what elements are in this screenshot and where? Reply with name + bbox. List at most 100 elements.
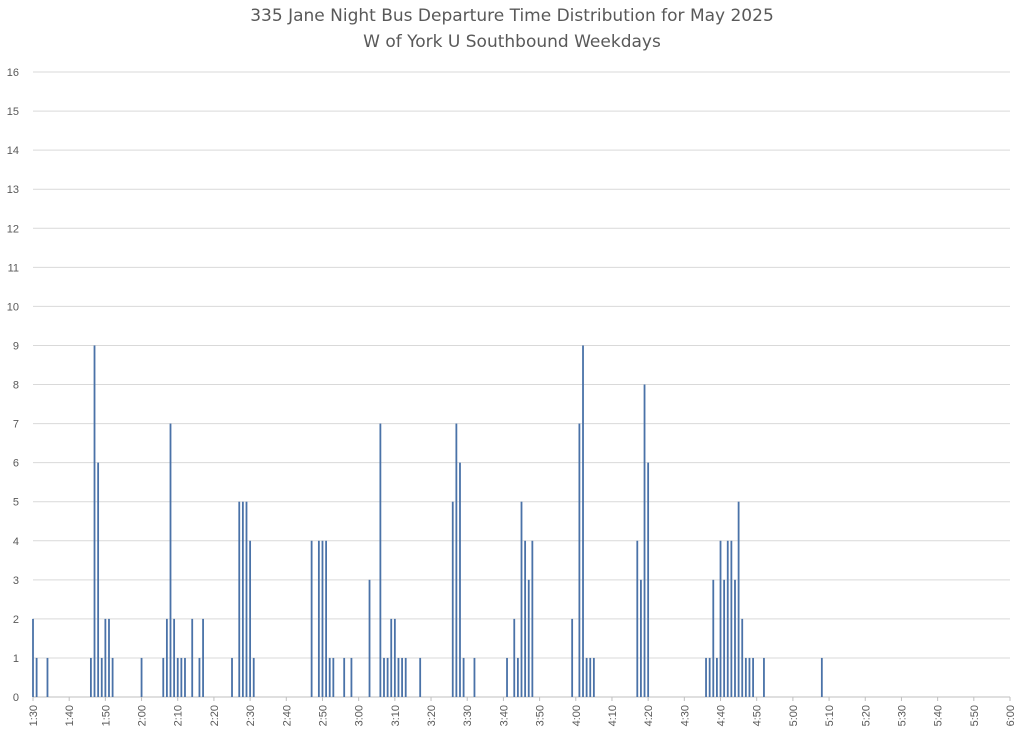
gridlines: [32, 71, 1011, 701]
x-tick-label: 1:30: [28, 705, 40, 726]
bar: [191, 618, 194, 697]
bar: [173, 618, 176, 697]
bar: [104, 618, 107, 697]
bar: [180, 657, 183, 697]
bar: [176, 657, 179, 697]
y-tick-label: 2: [13, 614, 19, 626]
bar: [506, 657, 508, 697]
y-tick-label: 12: [7, 223, 19, 235]
bar: [640, 579, 642, 697]
x-tick-label: 4:20: [643, 705, 655, 726]
x-tick-label: 5:30: [896, 705, 908, 726]
chart-subtitle: W of York U Southbound Weekdays: [363, 32, 661, 52]
bar: [343, 657, 346, 697]
y-tick-label: 15: [7, 106, 19, 118]
x-tick-label: 2:00: [137, 705, 149, 726]
x-tick-label: 6:00: [1005, 705, 1017, 726]
x-tick-label: 5:50: [969, 705, 981, 726]
bar: [730, 540, 733, 697]
bar: [401, 657, 403, 697]
bar: [520, 501, 523, 697]
bar: [46, 657, 49, 697]
bar: [100, 657, 103, 697]
bar: [737, 501, 740, 697]
bar: [455, 423, 458, 697]
bar: [524, 540, 527, 697]
bar: [249, 540, 252, 697]
x-tick-label: 5:40: [933, 705, 945, 726]
x-tick-label: 3:10: [390, 705, 402, 726]
bar: [162, 657, 165, 697]
bar: [108, 618, 110, 697]
bars: [32, 345, 823, 697]
x-tick-labels: 1:30 1:40 1:50 2:00 2:10 2:20 2:30 2:40 2:50 3:00…: [28, 705, 1017, 726]
y-tick-label: 7: [13, 419, 19, 431]
x-tick-label: 5:10: [824, 705, 836, 726]
bar: [379, 423, 382, 697]
bar: [393, 618, 396, 697]
y-tick-label: 13: [7, 184, 19, 196]
bar: [245, 501, 248, 697]
x-tick-label: 3:20: [426, 705, 438, 726]
bar: [184, 657, 186, 697]
bar: [726, 540, 729, 697]
bar: [202, 618, 204, 697]
x-tick-label: 4:40: [716, 705, 728, 726]
bar: [35, 657, 38, 697]
bar: [451, 501, 454, 697]
chart-title: 335 Jane Night Bus Departure Time Distri…: [250, 6, 774, 26]
bar: [473, 657, 476, 697]
bar: [332, 657, 335, 697]
y-tick-label: 8: [13, 380, 19, 392]
y-tick-label: 9: [13, 340, 19, 352]
bar: [744, 657, 747, 697]
bar: [459, 462, 461, 697]
x-tick-label: 4:50: [752, 705, 764, 726]
bar: [820, 657, 823, 697]
y-tick-label: 11: [8, 262, 19, 274]
x-tick-label: 2:40: [281, 705, 293, 726]
x-tick-label: 4:00: [571, 705, 583, 726]
x-tick-label: 2:30: [245, 705, 257, 726]
x-tick-label: 5:00: [788, 705, 800, 726]
bar: [89, 657, 92, 697]
bar: [527, 579, 530, 697]
bar: [712, 579, 715, 697]
x-tick-label: 3:50: [535, 705, 547, 726]
bar: [165, 618, 168, 697]
bar: [404, 657, 407, 697]
x-tick-label: 1:40: [64, 705, 76, 726]
bar: [723, 579, 726, 697]
x-tick-label: 3:30: [462, 705, 474, 726]
x-tick-label: 1:50: [100, 705, 112, 726]
bar: [582, 345, 584, 697]
x-tick-label: 3:00: [354, 705, 366, 726]
bar: [516, 657, 519, 697]
bar: [321, 540, 324, 697]
bar: [140, 657, 143, 697]
y-tick-label: 10: [7, 301, 19, 313]
y-tick-label: 4: [13, 536, 19, 548]
bar: [763, 657, 765, 697]
y-tick-label: 0: [13, 692, 19, 704]
bar: [643, 384, 646, 697]
bar: [716, 657, 718, 697]
bar: [636, 540, 639, 697]
bar: [578, 423, 581, 697]
x-tick-label: 2:50: [317, 705, 329, 726]
bar: [708, 657, 711, 697]
y-tick-label: 14: [7, 145, 19, 157]
bar: [592, 657, 595, 697]
bar: [647, 462, 650, 697]
x-tick-label: 3:40: [498, 705, 510, 726]
bar: [741, 618, 744, 697]
bar: [93, 345, 96, 697]
x-tick-label: 4:10: [607, 705, 619, 726]
bar: [238, 501, 241, 697]
bar: [705, 657, 707, 697]
bar: [585, 657, 588, 697]
bar: [397, 657, 400, 697]
bar: [310, 540, 313, 697]
